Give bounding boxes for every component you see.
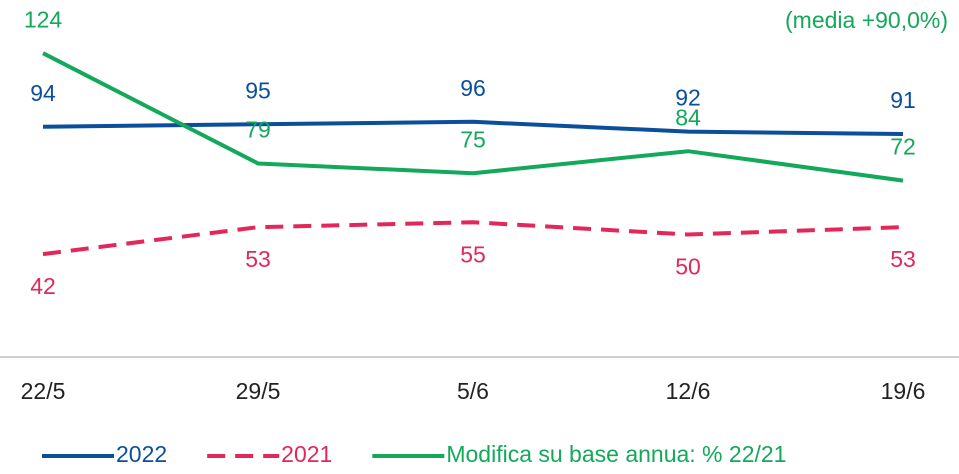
data-label: 55: [460, 241, 486, 267]
data-label: 92: [675, 85, 701, 111]
annotation: (media +90,0%): [785, 7, 948, 33]
data-label: 53: [245, 246, 271, 272]
data-label: 75: [460, 126, 486, 152]
data-label: 124: [24, 6, 63, 32]
legend-label: 2022: [116, 441, 167, 467]
data-label: 91: [890, 87, 916, 113]
x-tick-label: 19/6: [881, 378, 926, 404]
data-label: 42: [30, 273, 56, 299]
x-tick-label: 12/6: [666, 378, 711, 404]
x-tick-label: 5/6: [457, 378, 489, 404]
data-label: 94: [30, 80, 56, 106]
data-label: 50: [675, 254, 701, 280]
legend-label: 2021: [281, 441, 332, 467]
series-line: [42, 51, 904, 183]
data-label: 96: [460, 75, 486, 101]
legend-label: Modifica su base annua: % 22/21: [446, 441, 786, 467]
series-line: [42, 220, 904, 257]
data-label: 79: [245, 117, 271, 143]
data-label: 72: [890, 134, 916, 160]
data-label: 53: [890, 246, 916, 272]
x-tick-label: 22/5: [21, 378, 66, 404]
data-label: 84: [675, 104, 701, 130]
x-tick-label: 29/5: [236, 378, 281, 404]
data-label: 95: [245, 77, 271, 103]
